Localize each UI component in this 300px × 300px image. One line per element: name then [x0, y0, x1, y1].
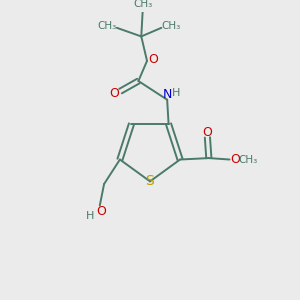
Text: CH₃: CH₃ — [98, 21, 117, 32]
Text: O: O — [148, 53, 158, 66]
Text: H: H — [85, 211, 94, 220]
Text: CH₃: CH₃ — [133, 0, 152, 9]
Text: O: O — [230, 153, 240, 166]
Text: H: H — [172, 88, 181, 98]
Text: O: O — [109, 88, 119, 100]
Text: S: S — [146, 174, 154, 188]
Text: N: N — [163, 88, 172, 101]
Text: O: O — [96, 205, 106, 218]
Text: CH₃: CH₃ — [161, 21, 180, 32]
Text: CH₃: CH₃ — [238, 154, 258, 164]
Text: O: O — [202, 126, 212, 139]
